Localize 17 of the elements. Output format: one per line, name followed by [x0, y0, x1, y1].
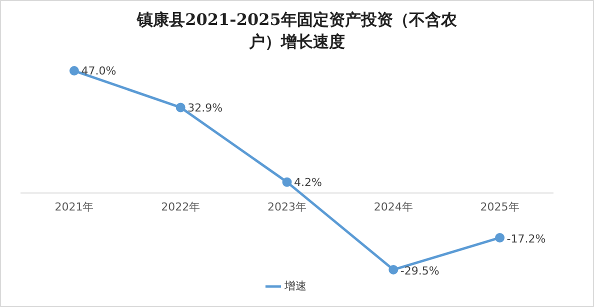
data-label: 32.9%	[188, 101, 223, 114]
point	[495, 232, 505, 242]
x-tick-label: 2025年	[480, 200, 520, 214]
data-label: -29.5%	[400, 264, 440, 278]
data-label: -17.2%	[506, 232, 546, 246]
x-tick-label: 2021年	[54, 200, 94, 214]
x-tick-label: 2022年	[161, 200, 200, 214]
x-tick-label: 2023年	[268, 200, 306, 214]
chart-title: 镇康县2021-2025年固定资产投资（不含农户）增长速度	[136, 9, 458, 53]
point	[69, 66, 79, 76]
point	[176, 102, 186, 112]
legend-label: 增速	[283, 279, 306, 292]
point	[388, 264, 398, 274]
data-label: 4.2%	[294, 176, 322, 189]
x-tick-label: 2024年	[374, 200, 413, 214]
data-label: 47.0%	[81, 64, 116, 78]
point	[282, 177, 292, 187]
